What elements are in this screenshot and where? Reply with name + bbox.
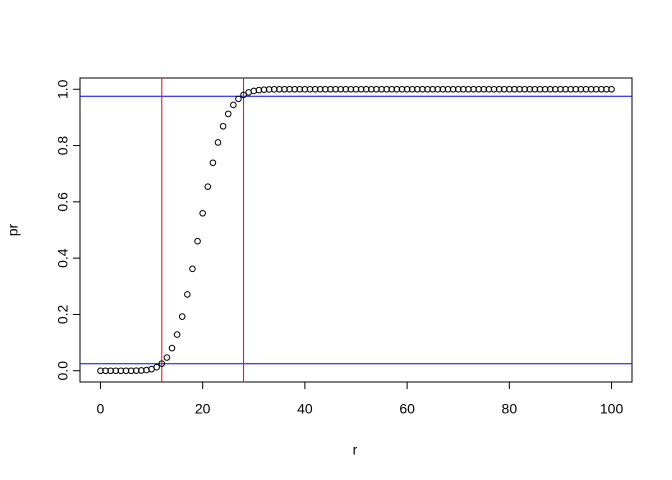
point <box>209 159 217 167</box>
point <box>240 91 247 99</box>
x-tick-label: 60 <box>399 401 415 417</box>
y-axis-label: pr <box>5 223 21 236</box>
y-tick-label: 1.0 <box>55 79 71 99</box>
plot-frame <box>79 77 633 383</box>
point <box>163 354 171 361</box>
point <box>235 95 242 103</box>
point <box>230 101 237 109</box>
point <box>219 122 227 130</box>
y-tick-label: 0.2 <box>55 305 71 325</box>
point <box>168 344 176 352</box>
point <box>204 183 212 190</box>
y-tick-label: 0.4 <box>55 248 71 268</box>
point <box>184 291 191 298</box>
point <box>178 313 186 320</box>
x-tick-label: 100 <box>600 401 624 417</box>
x-tick-label: 80 <box>502 401 518 417</box>
point <box>189 265 196 273</box>
y-tick-label: 0.8 <box>55 136 71 156</box>
point <box>173 331 181 338</box>
y-tick-label: 0.0 <box>55 361 71 381</box>
x-tick-label: 20 <box>195 401 211 417</box>
point <box>199 209 206 217</box>
point <box>608 85 615 93</box>
point <box>153 363 160 371</box>
y-tick-label: 0.6 <box>55 192 71 212</box>
x-axis-label: r <box>353 442 358 458</box>
point <box>224 110 232 118</box>
point <box>194 237 201 245</box>
x-tick-label: 40 <box>297 401 313 417</box>
point <box>158 360 166 367</box>
point <box>214 139 222 146</box>
x-tick-label: 0 <box>97 401 105 417</box>
